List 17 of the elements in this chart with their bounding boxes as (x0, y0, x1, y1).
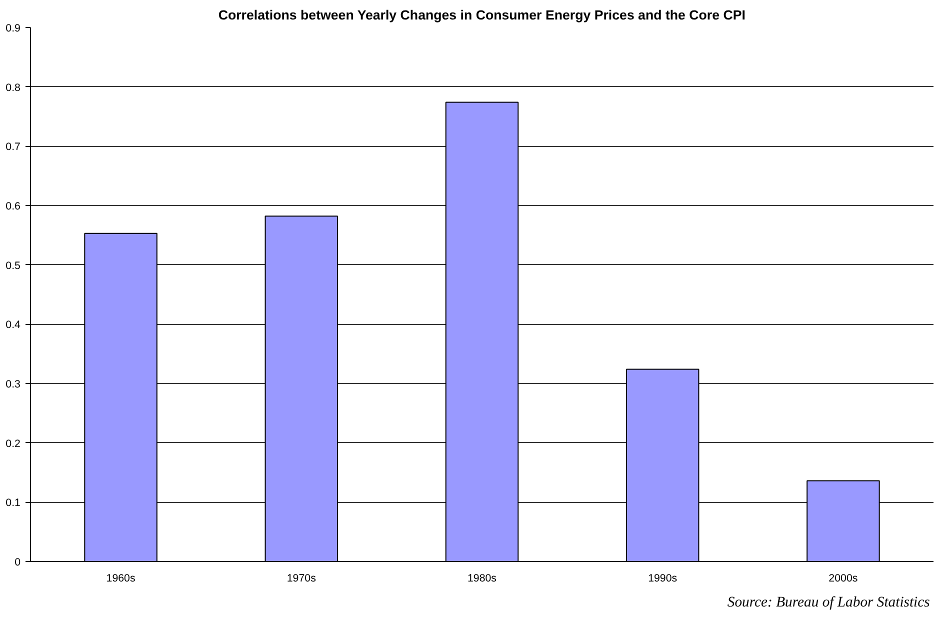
x-tick-label: 1960s (106, 572, 136, 584)
y-tick-label: 0.3 (6, 378, 21, 390)
y-tick-label: 0.2 (6, 438, 21, 450)
x-tick-label: 1980s (467, 572, 497, 584)
y-tick-label: 0.8 (6, 82, 21, 94)
source-note: Source: Bureau of Labor Statistics (727, 594, 930, 610)
x-tick-label: 2000s (828, 572, 858, 584)
y-tick-label: 0.6 (6, 200, 21, 212)
y-tick-label: 0.1 (6, 497, 21, 510)
y-tick-label: 0.4 (6, 319, 21, 332)
chart-title: Correlations between Yearly Changes in Consumer Energy Prices and the Core CPI (218, 8, 746, 22)
y-tick-label: 0.9 (6, 22, 21, 34)
x-tick-label: 1990s (648, 572, 678, 584)
x-tick-label: 1970s (286, 572, 316, 584)
y-tick-label: 0.7 (6, 141, 21, 154)
y-tick-label: 0.5 (6, 260, 21, 272)
y-tick-label: 0 (14, 556, 21, 568)
